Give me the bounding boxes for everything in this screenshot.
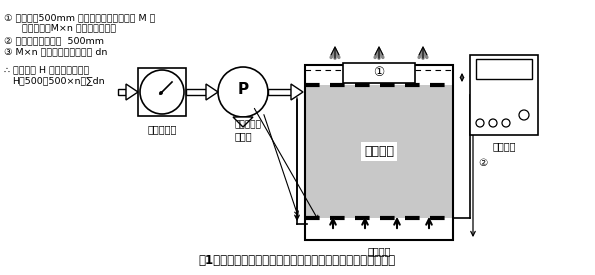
Bar xyxy=(305,85,453,218)
Text: ②: ② xyxy=(478,158,487,167)
Bar xyxy=(476,59,532,79)
Bar xyxy=(305,65,453,85)
Polygon shape xyxy=(186,89,206,95)
Circle shape xyxy=(218,67,268,117)
Text: 円筒容器: 円筒容器 xyxy=(367,246,391,256)
Circle shape xyxy=(502,119,510,127)
Text: 堆肥原料: 堆肥原料 xyxy=(364,145,394,158)
Polygon shape xyxy=(206,84,218,100)
Text: P: P xyxy=(237,81,249,97)
Bar xyxy=(305,65,453,240)
Bar xyxy=(138,68,186,116)
Circle shape xyxy=(140,70,184,114)
Text: 基準とし、M×n 個分相当の荷重: 基準とし、M×n 個分相当の荷重 xyxy=(22,23,116,32)
Text: ② 載荷前の堆積高さ  500mm: ② 載荷前の堆積高さ 500mm xyxy=(4,36,104,45)
Circle shape xyxy=(476,119,484,127)
Polygon shape xyxy=(268,89,291,95)
Text: ① オモリ：500mm 堆積時の堆肥原料質量 M を: ① オモリ：500mm 堆積時の堆肥原料質量 M を xyxy=(4,13,155,22)
Text: ガスメータ: ガスメータ xyxy=(148,124,177,134)
Text: ①: ① xyxy=(374,67,384,79)
Polygon shape xyxy=(126,84,138,100)
Text: H＝500＋500×n－∑dn: H＝500＋500×n－∑dn xyxy=(12,76,105,85)
Text: 送風機: 送風機 xyxy=(234,131,252,141)
Circle shape xyxy=(159,92,162,95)
Polygon shape xyxy=(291,84,303,100)
Text: ③: ③ xyxy=(468,73,477,82)
Text: 空気の流れ: 空気の流れ xyxy=(234,120,261,129)
Circle shape xyxy=(519,110,529,120)
Text: ③ M×n 相当荷重後の沈下量 dn: ③ M×n 相当荷重後の沈下量 dn xyxy=(4,47,107,56)
Polygon shape xyxy=(233,117,253,127)
Text: 図1　堆積高さの推定方法と風量と通気抵抗の測定方法の概要: 図1 堆積高さの推定方法と風量と通気抵抗の測定方法の概要 xyxy=(199,254,396,267)
Circle shape xyxy=(489,119,497,127)
Bar xyxy=(343,63,415,83)
Bar xyxy=(470,55,538,135)
Polygon shape xyxy=(118,89,126,95)
Text: ∴ 堆積高さ H は、次式で推定: ∴ 堆積高さ H は、次式で推定 xyxy=(4,65,89,74)
Text: 微差圧計: 微差圧計 xyxy=(492,141,516,151)
